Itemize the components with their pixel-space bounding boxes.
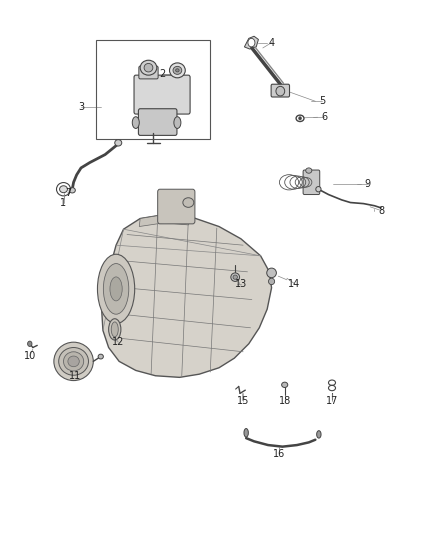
Ellipse shape: [98, 354, 103, 359]
Ellipse shape: [231, 273, 240, 281]
Text: 16: 16: [273, 449, 286, 459]
Text: 17: 17: [326, 396, 338, 406]
FancyBboxPatch shape: [138, 109, 177, 135]
Ellipse shape: [276, 86, 285, 96]
Ellipse shape: [97, 254, 135, 324]
Ellipse shape: [267, 268, 276, 278]
FancyBboxPatch shape: [303, 170, 320, 195]
Circle shape: [28, 341, 32, 346]
Text: 6: 6: [321, 112, 327, 122]
FancyBboxPatch shape: [271, 84, 290, 97]
Ellipse shape: [103, 263, 129, 314]
Text: 10: 10: [24, 351, 36, 361]
Circle shape: [248, 38, 255, 47]
Text: 18: 18: [279, 396, 291, 406]
Text: 4: 4: [268, 38, 275, 47]
Text: 7: 7: [65, 188, 71, 198]
Text: 8: 8: [378, 206, 384, 215]
Ellipse shape: [316, 187, 321, 192]
Text: 3: 3: [78, 102, 84, 111]
Ellipse shape: [140, 60, 157, 75]
Ellipse shape: [59, 348, 88, 375]
Ellipse shape: [176, 69, 179, 72]
Text: 13: 13: [235, 279, 247, 288]
FancyBboxPatch shape: [158, 189, 195, 224]
Ellipse shape: [306, 168, 312, 173]
Ellipse shape: [110, 277, 122, 301]
Ellipse shape: [109, 319, 121, 340]
Polygon shape: [139, 214, 193, 227]
Text: 14: 14: [288, 279, 300, 288]
Bar: [96, 40, 210, 139]
Ellipse shape: [115, 140, 122, 146]
Ellipse shape: [174, 117, 181, 128]
Ellipse shape: [54, 342, 93, 381]
Ellipse shape: [111, 322, 118, 337]
Ellipse shape: [268, 278, 275, 285]
Polygon shape: [244, 36, 258, 49]
Ellipse shape: [68, 356, 79, 367]
Ellipse shape: [132, 117, 139, 128]
Text: 15: 15: [237, 396, 249, 406]
Ellipse shape: [64, 352, 84, 371]
Ellipse shape: [60, 186, 67, 192]
FancyBboxPatch shape: [134, 75, 190, 114]
Polygon shape: [102, 214, 272, 377]
Ellipse shape: [173, 66, 182, 74]
Text: 5: 5: [319, 96, 325, 106]
Ellipse shape: [244, 429, 248, 437]
FancyBboxPatch shape: [139, 66, 158, 79]
Ellipse shape: [233, 275, 237, 279]
Text: 9: 9: [365, 179, 371, 189]
Ellipse shape: [170, 63, 185, 78]
Ellipse shape: [69, 188, 75, 193]
Ellipse shape: [183, 198, 194, 207]
Text: 2: 2: [159, 69, 165, 78]
Circle shape: [299, 117, 301, 120]
Text: 12: 12: [112, 337, 124, 347]
Ellipse shape: [317, 431, 321, 438]
Ellipse shape: [144, 63, 153, 72]
Text: 11: 11: [69, 371, 81, 381]
Ellipse shape: [282, 382, 288, 387]
Text: 1: 1: [60, 198, 67, 207]
